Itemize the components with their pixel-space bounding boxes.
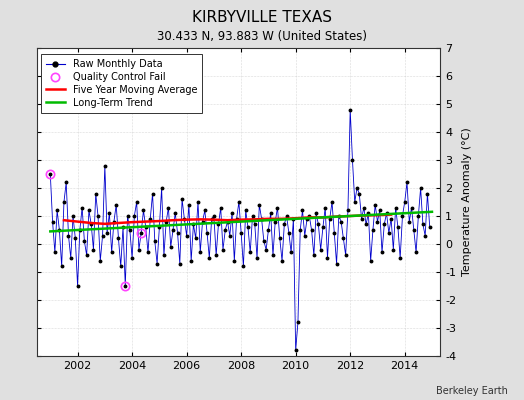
Text: KIRBYVILLE TEXAS: KIRBYVILLE TEXAS — [192, 10, 332, 25]
Y-axis label: Temperature Anomaly (°C): Temperature Anomaly (°C) — [462, 128, 472, 276]
Text: Berkeley Earth: Berkeley Earth — [436, 386, 508, 396]
Legend: Raw Monthly Data, Quality Control Fail, Five Year Moving Average, Long-Term Tren: Raw Monthly Data, Quality Control Fail, … — [41, 54, 202, 113]
Text: 30.433 N, 93.883 W (United States): 30.433 N, 93.883 W (United States) — [157, 30, 367, 43]
